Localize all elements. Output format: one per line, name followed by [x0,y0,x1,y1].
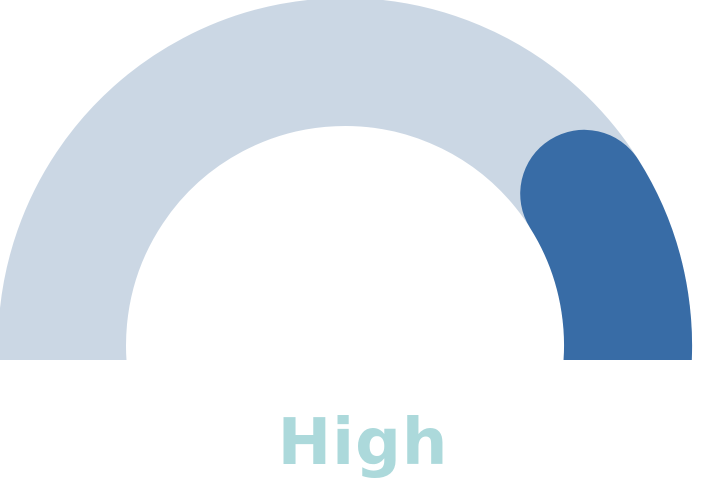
gauge [0,0,692,360]
gauge-fill [520,129,692,360]
gauge-svg [0,0,692,360]
gauge-level-label: High [277,406,449,480]
